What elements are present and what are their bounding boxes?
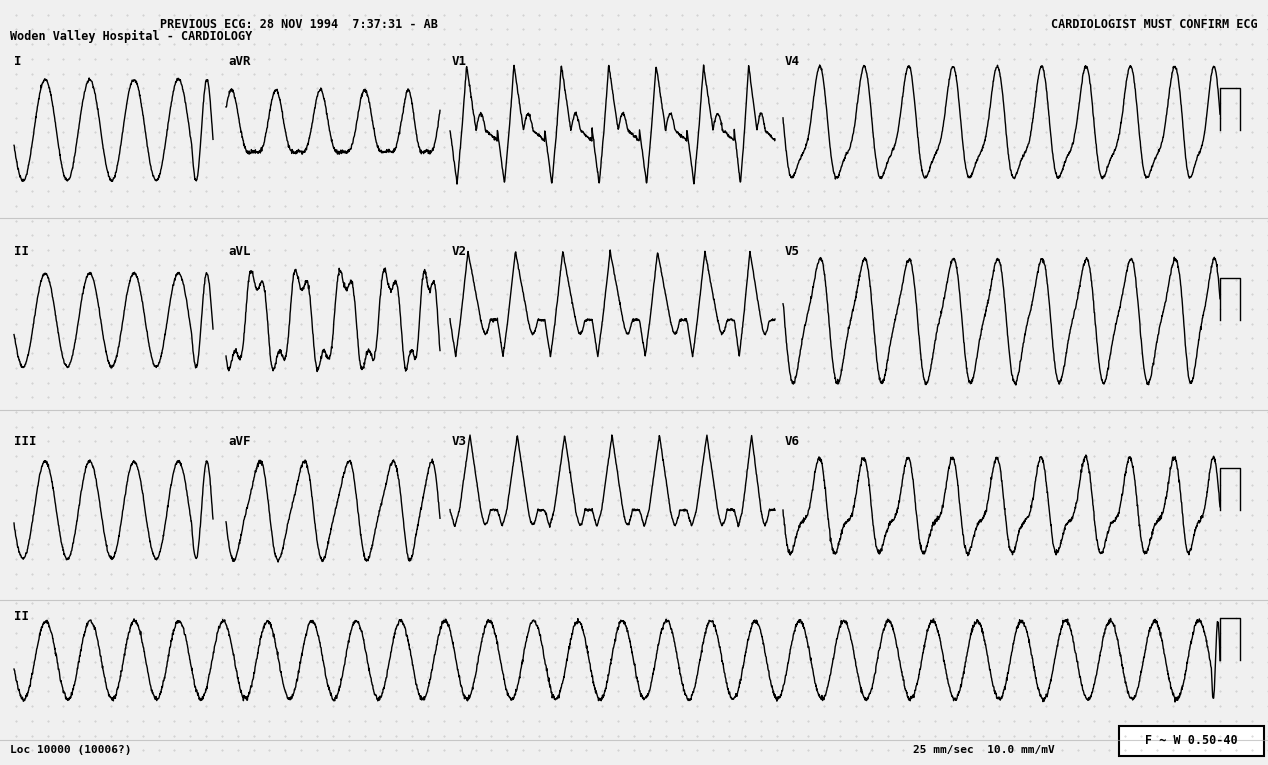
- FancyBboxPatch shape: [1118, 726, 1264, 756]
- Text: III: III: [14, 435, 37, 448]
- Text: V3: V3: [451, 435, 467, 448]
- Text: Woden Valley Hospital - CARDIOLOGY: Woden Valley Hospital - CARDIOLOGY: [10, 30, 252, 43]
- Text: V1: V1: [451, 55, 467, 68]
- Text: V2: V2: [451, 245, 467, 258]
- Text: CARDIOLOGIST MUST CONFIRM ECG: CARDIOLOGIST MUST CONFIRM ECG: [1051, 18, 1258, 31]
- Text: aVF: aVF: [228, 435, 251, 448]
- Text: Loc 10000 (10006?): Loc 10000 (10006?): [10, 745, 132, 755]
- Text: 25 mm/sec  10.0 mm/mV: 25 mm/sec 10.0 mm/mV: [913, 745, 1055, 755]
- Text: V6: V6: [785, 435, 800, 448]
- Text: aVL: aVL: [228, 245, 251, 258]
- Text: F ~ W 0.50-40: F ~ W 0.50-40: [1145, 734, 1238, 747]
- Text: I: I: [14, 55, 22, 68]
- Text: aVR: aVR: [228, 55, 251, 68]
- Text: V4: V4: [785, 55, 800, 68]
- Text: V5: V5: [785, 245, 800, 258]
- Text: II: II: [14, 610, 29, 623]
- Text: PREVIOUS ECG: 28 NOV 1994  7:37:31 - AB: PREVIOUS ECG: 28 NOV 1994 7:37:31 - AB: [160, 18, 437, 31]
- Text: II: II: [14, 245, 29, 258]
